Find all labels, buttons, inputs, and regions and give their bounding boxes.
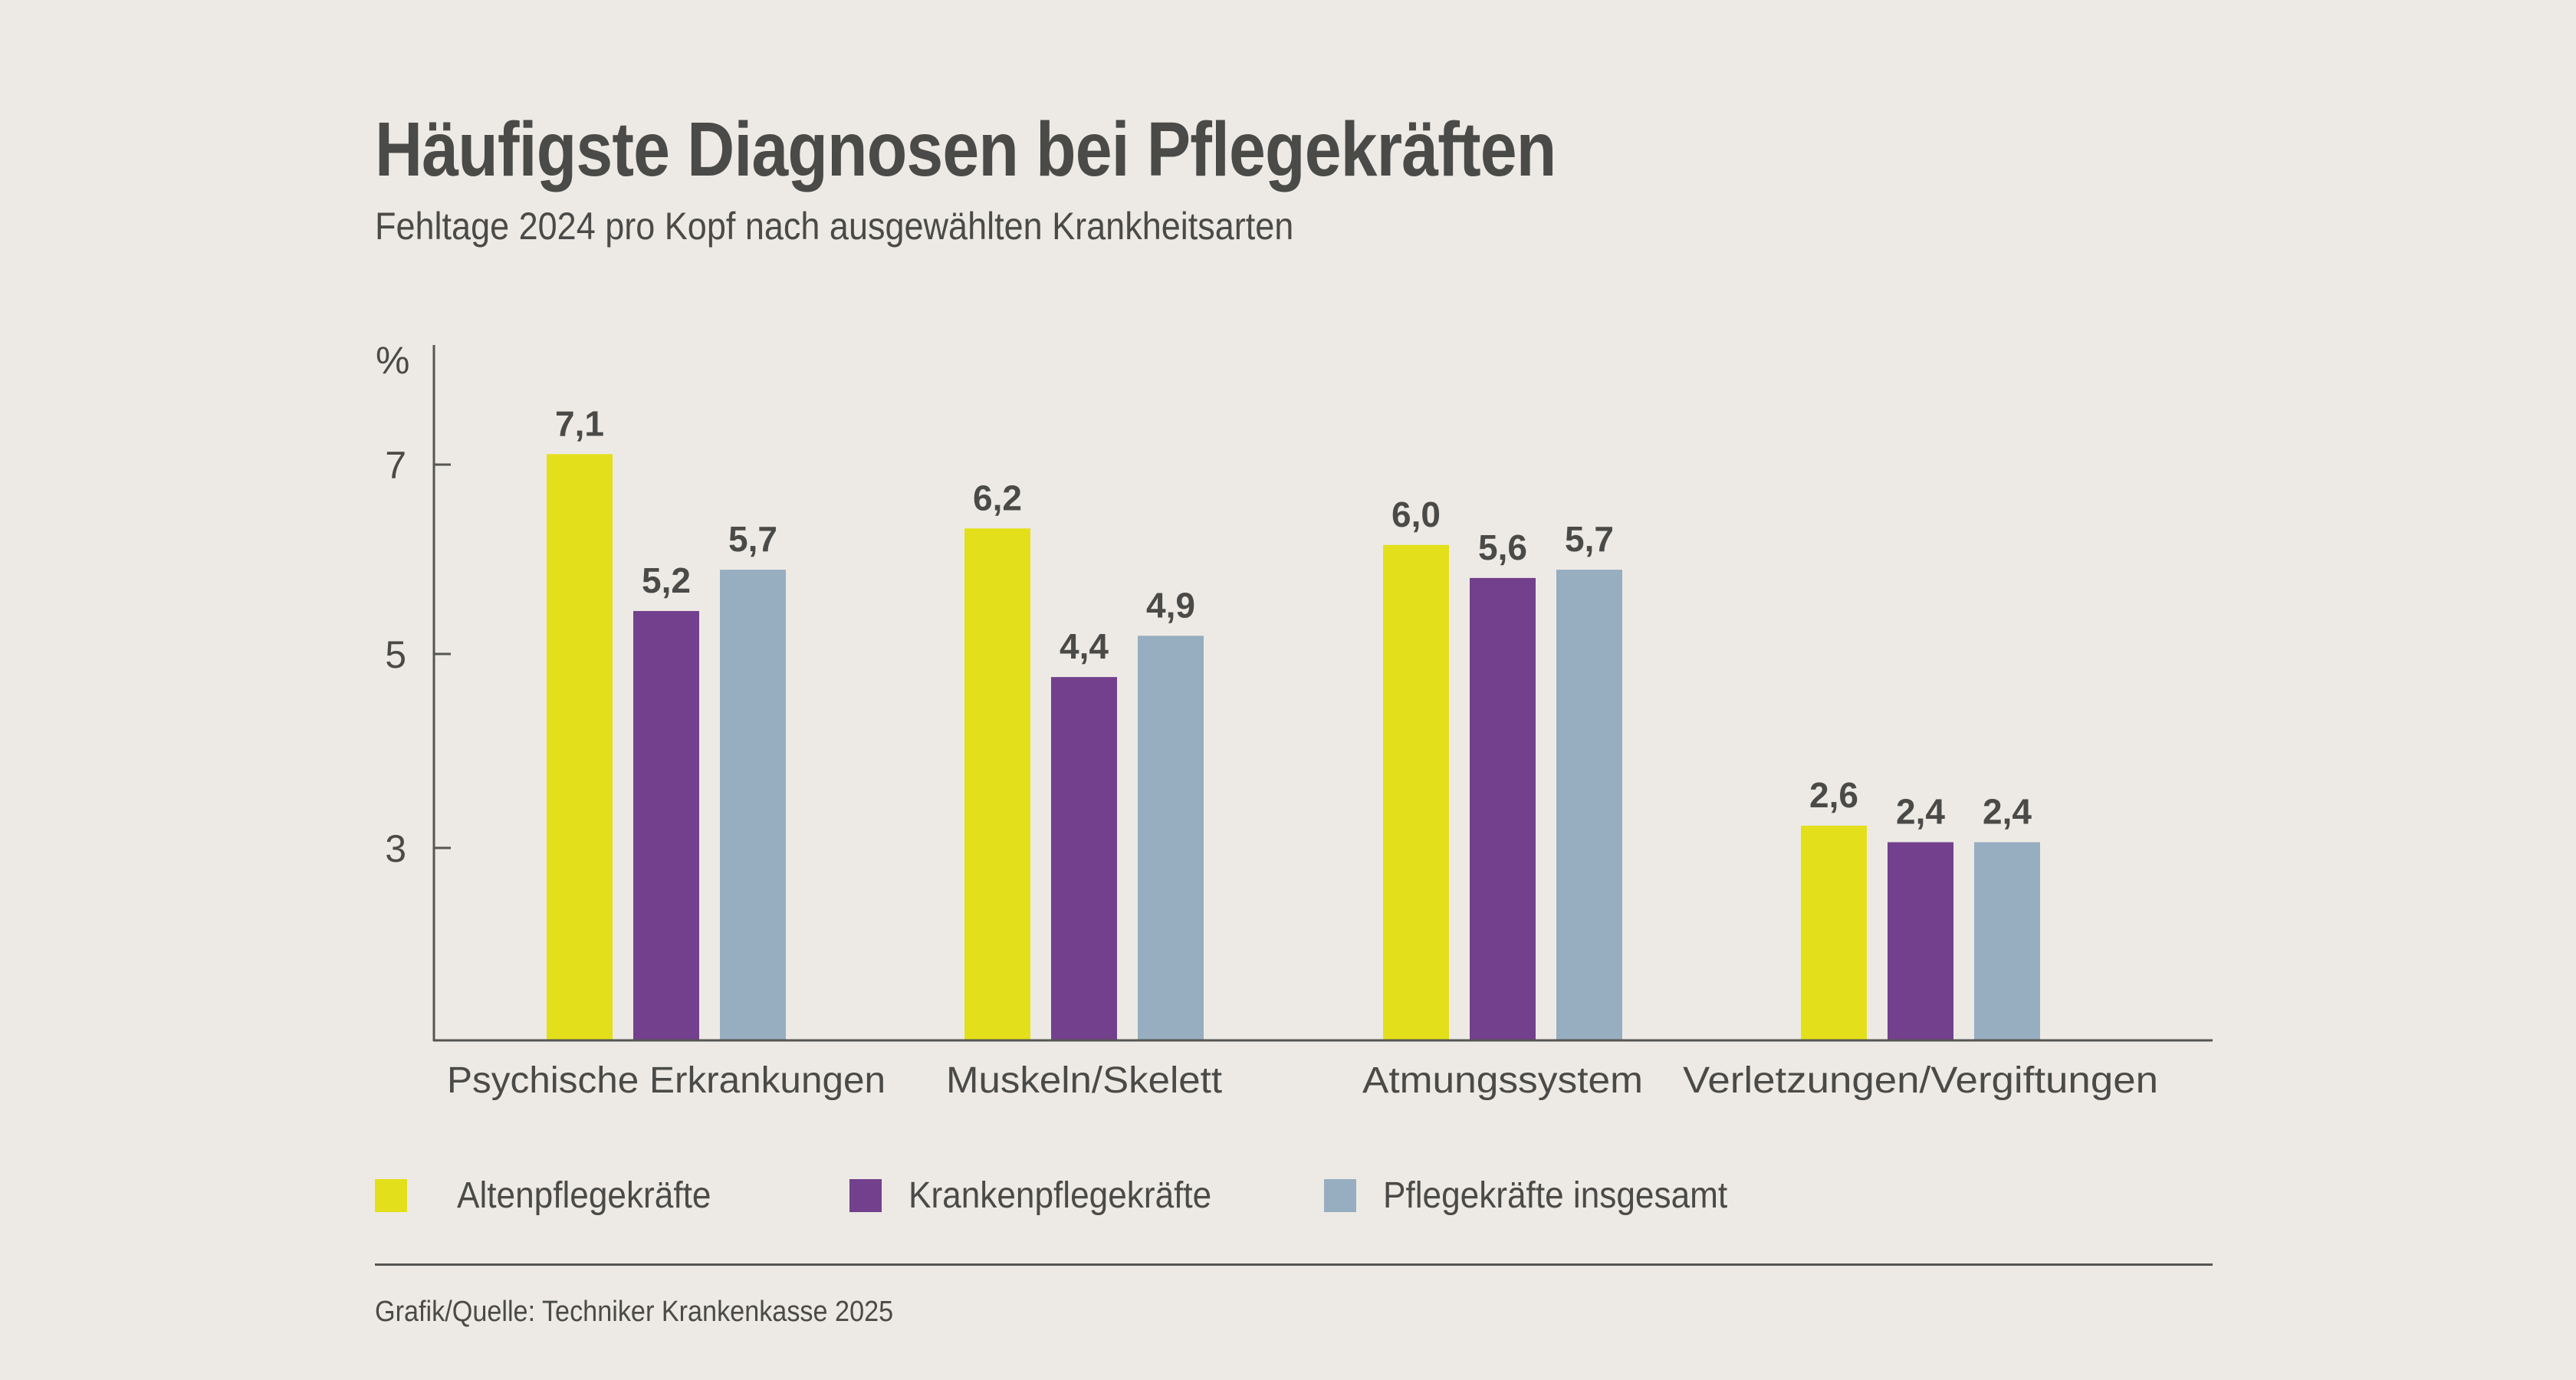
category-labels: Psychische Erkrankungen Muskeln/Skelett At… (447, 1060, 2158, 1101)
bar-krankenpflegekr-fte-2 (1051, 677, 1117, 1040)
legend-swatch (849, 1178, 882, 1212)
x-category-label: Muskeln/Skelett (946, 1060, 1222, 1101)
y-tick-label: 7 (385, 444, 406, 487)
bar-pflegekr-fte-insgesamt-1 (720, 570, 786, 1040)
value-label: 4,9 (1146, 585, 1195, 625)
value-label: 5,6 (1478, 527, 1527, 567)
bar-krankenpflegekr-fte-1 (633, 610, 699, 1040)
source-note: Grafik/Quelle: Techniker Krankenkasse 20… (375, 1296, 894, 1328)
value-label: 5,7 (1565, 519, 1614, 559)
y-tick-label: 3 (385, 827, 406, 870)
legend-item-altenpflegekraefte: Altenpflegekräfte (375, 1175, 733, 1216)
y-tick-label: 5 (385, 633, 406, 676)
x-category-label: Verletzungen/Vergiftungen (1683, 1060, 2158, 1101)
legend-swatch (375, 1178, 407, 1212)
value-label: 2,4 (1983, 792, 2032, 832)
x-category-label: Atmungssystem (1362, 1060, 1643, 1101)
value-label: 4,4 (1060, 626, 1109, 666)
footer-divider (375, 1263, 2213, 1266)
legend-item-pflegekraefte-insgesamt: Pflegekräfte insgesamt (1324, 1175, 1757, 1216)
bar-altenpflegekr-fte-3 (1383, 544, 1449, 1040)
value-label: 2,6 (1809, 775, 1858, 815)
x-category-label: Psychische Erkrankungen (447, 1060, 886, 1101)
y-axis-unit-label: % (376, 339, 409, 382)
legend-label: Krankenpflegekräfte (909, 1175, 1212, 1216)
legend-label: Altenpflegekräfte (457, 1175, 711, 1216)
bar-pflegekr-fte-insgesamt-2 (1138, 636, 1204, 1040)
chart-title: Häufigste Diagnosen bei Pflegekräften (375, 107, 1556, 192)
chart-axes: % 7 5 3 (376, 339, 2213, 1042)
legend-item-krankenpflegekraefte: Krankenpflegekräfte (849, 1175, 1238, 1216)
bar-altenpflegekr-fte-4 (1801, 825, 1867, 1040)
value-label: 6,0 (1392, 495, 1441, 534)
value-label: 2,4 (1896, 792, 1945, 832)
value-label: 6,2 (973, 478, 1022, 518)
legend-label: Pflegekräfte insgesamt (1383, 1175, 1728, 1216)
chart-subtitle: Fehltage 2024 pro Kopf nach ausgewählten… (375, 205, 1294, 248)
legend-swatch (1324, 1178, 1356, 1212)
bar-krankenpflegekr-fte-3 (1470, 577, 1536, 1040)
value-label: 5,2 (642, 560, 691, 600)
bar-pflegekr-fte-insgesamt-3 (1556, 570, 1622, 1040)
value-label: 7,1 (555, 403, 604, 443)
value-labels: 7,1 5,2 5,7 6,2 4,4 4,9 6,0 5,6 5,7 2,6 2,4 2,4 (555, 403, 2032, 831)
bar-pflegekr-fte-insgesamt-4 (1974, 842, 2040, 1040)
value-label: 5,7 (728, 519, 777, 559)
bar-krankenpflegekr-fte-4 (1888, 842, 1953, 1040)
bar-altenpflegekr-fte-1 (547, 454, 613, 1040)
bar-marks (547, 454, 2040, 1040)
bar-altenpflegekr-fte-2 (964, 528, 1030, 1040)
